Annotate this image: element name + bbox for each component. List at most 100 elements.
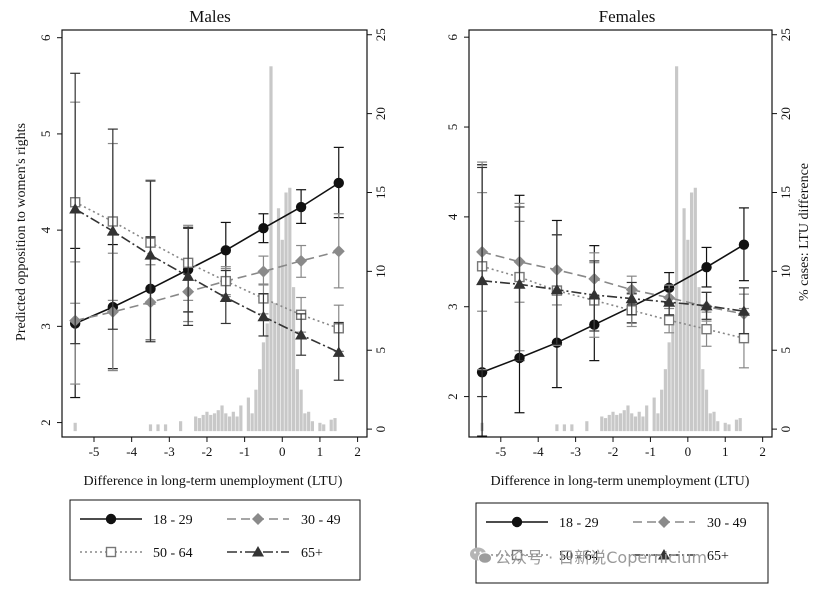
x-tick-label: 1 xyxy=(317,444,324,459)
legend: 18 - 29 30 - 49 50 - 64 65+ xyxy=(475,502,769,584)
legend-swatch-marker xyxy=(105,546,117,558)
histogram-bar xyxy=(246,397,250,432)
histogram-bar xyxy=(603,418,608,432)
legend-label: 30 - 49 xyxy=(707,516,747,531)
x-tick-label: -3 xyxy=(164,444,175,459)
histogram-bar xyxy=(555,424,559,432)
x-tick-label: -4 xyxy=(126,444,137,459)
legend-label: 18 - 29 xyxy=(559,516,599,531)
legend-label: 50 - 64 xyxy=(153,546,193,561)
series-line xyxy=(74,201,340,330)
series-line xyxy=(74,182,340,325)
data-point xyxy=(738,332,750,344)
histogram-bar xyxy=(618,413,623,432)
histogram-bar xyxy=(626,405,630,432)
histogram-bar xyxy=(258,369,262,432)
histogram-bar xyxy=(269,66,273,432)
males-panel: Males Difference in long-term unemployme… xyxy=(14,7,388,581)
data-point xyxy=(106,225,119,236)
data-point xyxy=(144,249,157,260)
histogram-bar xyxy=(73,422,77,432)
histogram-bar xyxy=(227,416,232,432)
x-tick-label: -2 xyxy=(608,444,619,459)
histogram-bar xyxy=(224,413,228,432)
histogram-bar xyxy=(600,416,604,432)
x-tick-label: -2 xyxy=(202,444,213,459)
histogram-bar xyxy=(704,389,709,432)
histogram-bar xyxy=(652,397,656,432)
watermark: 公众号 · 日新说Copernicium xyxy=(470,547,707,567)
right-axis-title: % cases: LTU difference xyxy=(797,163,812,301)
y2-tick-label: 10 xyxy=(373,265,388,278)
x-tick-label: -3 xyxy=(570,444,581,459)
histogram-bar xyxy=(276,208,281,432)
y2-tick-label: 20 xyxy=(778,107,793,120)
y-tick-label: 3 xyxy=(445,303,460,310)
histogram-bar xyxy=(663,369,667,432)
y2-tick-label: 0 xyxy=(778,426,793,433)
histogram-bar xyxy=(209,414,213,432)
histogram-bar xyxy=(678,302,682,432)
plot-area: -5 -4 -3 -2 -1 0 1 2 2 3 4 5 6 0 5 10 15 20 25 xyxy=(445,28,793,459)
data-point xyxy=(257,310,270,322)
y-tick-label: 4 xyxy=(38,226,53,233)
plot-frame xyxy=(61,29,368,438)
histogram-bar xyxy=(734,419,739,432)
y2-tick-label: 15 xyxy=(373,186,388,199)
histogram-bar xyxy=(637,411,641,432)
data-point xyxy=(550,283,563,295)
histogram-bar xyxy=(667,342,671,432)
histogram-bar xyxy=(156,424,160,432)
legend-label: 65+ xyxy=(301,546,323,561)
histogram-bar xyxy=(641,416,645,432)
x-tick-label: 1 xyxy=(722,444,729,459)
series-line xyxy=(75,250,339,322)
y-tick-label: 5 xyxy=(38,131,53,138)
histogram-bar xyxy=(295,369,299,432)
legend-label: 18 - 29 xyxy=(153,513,193,528)
data-point xyxy=(738,239,750,250)
histogram-bar xyxy=(701,369,705,432)
histogram-bar xyxy=(689,192,694,432)
legend-swatch-marker xyxy=(658,516,670,528)
data-point xyxy=(295,254,308,267)
y-tick-label: 6 xyxy=(38,34,53,41)
series-line xyxy=(481,244,745,374)
legend-swatch-marker xyxy=(252,546,264,557)
histogram-bar xyxy=(310,421,315,432)
histogram-bar xyxy=(307,411,311,432)
panel-title: Males xyxy=(189,7,231,26)
histogram-bar xyxy=(607,414,611,432)
histogram-bar xyxy=(611,411,615,432)
plot-frame xyxy=(468,29,773,438)
y2-tick-label: 0 xyxy=(373,426,388,433)
histogram-bar xyxy=(708,413,712,432)
histogram-bar xyxy=(660,389,664,432)
y2-tick-label: 5 xyxy=(778,347,793,354)
y-tick-label: 3 xyxy=(38,323,53,330)
y2-tick-label: 10 xyxy=(778,265,793,278)
series-line xyxy=(74,208,340,354)
histogram-bar xyxy=(656,413,660,432)
histogram-bar xyxy=(284,192,288,432)
histogram-bar xyxy=(686,239,690,432)
histogram-bar xyxy=(716,421,720,432)
histogram-bar xyxy=(303,413,307,432)
histogram-bar xyxy=(333,418,337,432)
plot-area: -5 -4 -3 -2 -1 0 1 2 2 3 4 5 6 0 5 10 15 20 25 xyxy=(38,28,388,459)
left-axis-title: Predicted opposition to women's rights xyxy=(14,123,29,341)
x-tick-label: -1 xyxy=(239,444,250,459)
histogram-bar xyxy=(727,424,731,432)
data-point xyxy=(182,270,195,281)
legend-box xyxy=(475,502,769,584)
data-point xyxy=(700,299,713,311)
legend-swatch-marker xyxy=(105,513,117,525)
x-tick-label: -5 xyxy=(89,444,100,459)
histogram-bar xyxy=(712,411,716,432)
histogram-bar xyxy=(261,342,266,432)
histogram-bar xyxy=(179,421,183,432)
data-point xyxy=(701,261,712,273)
y-tick-label: 4 xyxy=(445,213,460,220)
x-tick-label: 0 xyxy=(279,444,286,459)
